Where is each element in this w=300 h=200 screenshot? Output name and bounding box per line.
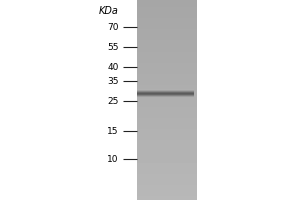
Text: 40: 40 bbox=[107, 62, 118, 72]
Text: 15: 15 bbox=[107, 127, 118, 136]
Text: 35: 35 bbox=[107, 76, 118, 86]
Text: 70: 70 bbox=[107, 22, 118, 31]
Text: 25: 25 bbox=[107, 97, 118, 106]
Text: KDa: KDa bbox=[99, 6, 118, 16]
Text: 55: 55 bbox=[107, 43, 118, 51]
Text: 10: 10 bbox=[107, 154, 118, 164]
